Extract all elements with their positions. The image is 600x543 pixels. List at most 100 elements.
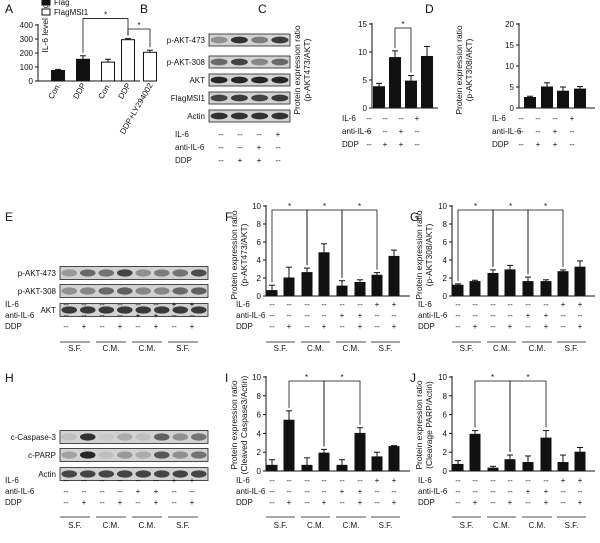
bar-3 (487, 467, 499, 472)
blot-band (172, 269, 189, 277)
treatment-cell: + (154, 498, 159, 507)
treatment-cell: -- (518, 140, 524, 149)
blot-band (61, 433, 78, 441)
treatment-cell: -- (63, 300, 69, 309)
treatment-row-label: anti-IL-6 (5, 487, 35, 496)
significance-star: * (401, 20, 404, 29)
treatment-cell: -- (286, 487, 292, 496)
treatment-cell: + (375, 300, 380, 309)
treatment-cell: -- (81, 311, 87, 320)
category-label: Con. (96, 82, 112, 101)
y-tick-label: 2 (443, 274, 448, 283)
bar-2 (469, 433, 481, 472)
bar-6 (540, 281, 552, 297)
significance-bracket (457, 209, 494, 281)
treatment-cell: + (172, 476, 177, 485)
y-tick-label: 8 (443, 220, 448, 229)
treatment-cell: + (257, 156, 262, 165)
treatment-cell: + (136, 487, 141, 496)
treatment-cell: + (190, 498, 195, 507)
blot-band (230, 112, 248, 120)
blot-band (116, 306, 133, 314)
blot-band (153, 287, 170, 295)
category-label: DDP (116, 82, 132, 101)
bar-4 (504, 269, 516, 297)
blot-band (153, 470, 170, 478)
bar-8 (574, 451, 586, 472)
blot-band (230, 58, 248, 66)
chart-panel-g: G 0 2 4 6 8 10 Protein expression ratio(p-AKT30… (410, 202, 595, 353)
y-tick-label: 10 (438, 373, 447, 382)
y-axis-label-line: Protein expression ratio (454, 25, 464, 115)
blot-band (98, 269, 115, 277)
treatment-row-label: anti-IL-6 (418, 311, 448, 320)
treatment-cell: -- (99, 487, 105, 496)
y-tick-label: 0 (29, 77, 34, 86)
treatment-cell: -- (455, 300, 461, 309)
blot-band (61, 306, 78, 314)
blot-band (230, 94, 248, 102)
treatment-cell: -- (99, 476, 105, 485)
blot-band (271, 76, 289, 84)
treatment-row-label: anti-IL-6 (5, 311, 35, 320)
bar-2 (389, 57, 401, 109)
blot-band (251, 112, 269, 120)
treatment-cell: -- (189, 487, 195, 496)
treatment-cell: + (257, 143, 262, 152)
treatment-cell: -- (374, 322, 380, 331)
y-tick-label: 10 (358, 48, 367, 57)
treatment-cell: + (536, 140, 541, 149)
group-label: C.M. (529, 521, 546, 530)
treatment-cell: + (526, 487, 531, 496)
y-axis-label: Protein expression ratio(p-AKT473/AKT) (229, 210, 249, 300)
blot-band (230, 36, 248, 44)
treatment-cell: -- (391, 311, 397, 320)
blot-band (116, 433, 133, 441)
treatment-cell: + (172, 300, 177, 309)
treatment-cell: -- (366, 127, 372, 136)
treatment-cell: + (544, 311, 549, 320)
treatment-cell: + (392, 300, 397, 309)
treatment-cell: -- (490, 498, 496, 507)
group-label: S.F. (460, 344, 474, 353)
treatment-cell: -- (286, 300, 292, 309)
y-tick-label: 400 (20, 21, 34, 30)
blot-row-label: AKT (40, 306, 56, 315)
significance-star: * (509, 202, 512, 211)
blot-band (98, 451, 115, 459)
group-label: C.M. (343, 344, 360, 353)
treatment-cell: -- (153, 476, 159, 485)
treatment-cell: -- (374, 311, 380, 320)
treatment-cell: -- (507, 300, 513, 309)
significance-star: * (340, 373, 343, 382)
blot-row-label: AKT (189, 76, 205, 85)
blot-band (135, 269, 152, 277)
blot-panel-h: Hc-Caspase-3 c-PARP Actin IL-6 -- -- -- -- -- -- +… (5, 371, 209, 530)
bar-1 (452, 284, 464, 297)
bar-4 (318, 452, 330, 472)
bar-3 (487, 273, 499, 297)
treatment-cell: -- (472, 487, 478, 496)
y-tick-label: 6 (443, 238, 448, 247)
blot-band (116, 470, 133, 478)
treatment-cell: -- (382, 114, 388, 123)
blot-band (79, 306, 96, 314)
treatment-cell: -- (339, 498, 345, 507)
bar-3 (101, 61, 115, 82)
treatment-cell: + (526, 311, 531, 320)
bar-8 (388, 446, 400, 472)
blot-band (210, 112, 228, 120)
treatment-cell: -- (269, 300, 275, 309)
treatment-cell: -- (304, 311, 310, 320)
blot-band (79, 433, 96, 441)
y-tick-label: 2 (257, 274, 262, 283)
blot-band (98, 433, 115, 441)
panel-letter-g: G (410, 210, 419, 224)
treatment-cell: + (553, 140, 558, 149)
treatment-cell: -- (507, 476, 513, 485)
treatment-row-label: IL-6 (236, 476, 250, 485)
treatment-cell: -- (275, 143, 281, 152)
blot-band (135, 451, 152, 459)
treatment-cell: -- (357, 300, 363, 309)
treatment-cell: + (415, 114, 420, 123)
